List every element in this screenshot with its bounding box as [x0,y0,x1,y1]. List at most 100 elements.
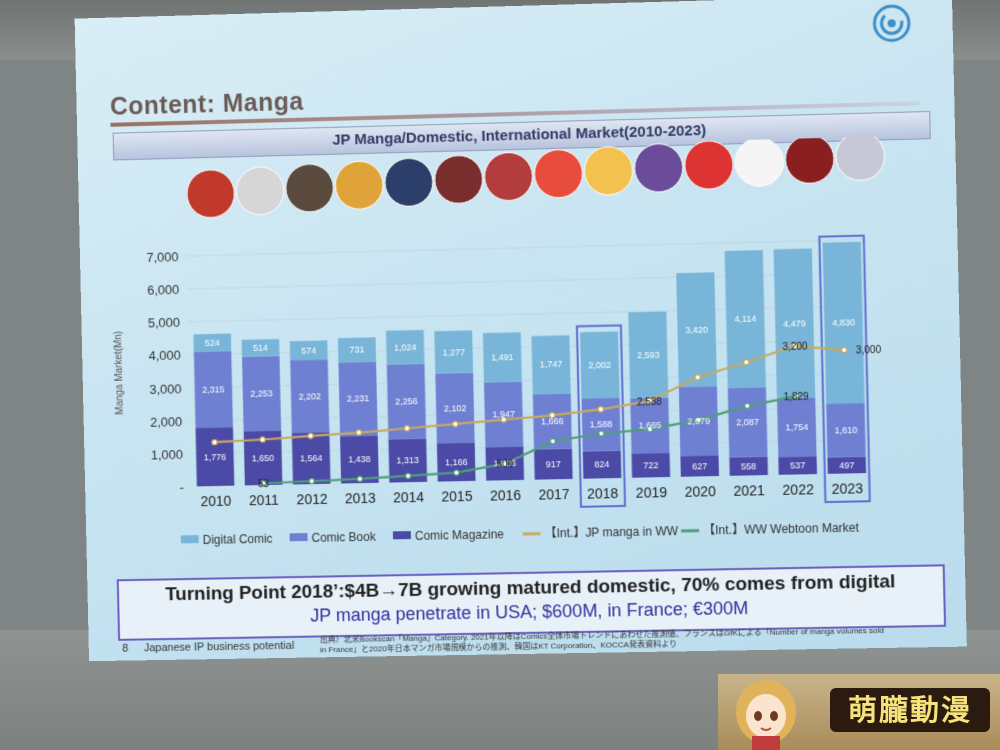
manga-cover-thumbnail [484,152,533,201]
bar-value-label: 731 [349,345,364,355]
gridline [187,273,867,289]
x-tick-label: 2021 [733,482,765,499]
bar-value-label: 824 [594,459,609,469]
bar-value-label: 2,253 [250,388,273,398]
y-tick-label: 4,000 [148,348,180,364]
legend-swatch [290,533,308,541]
legend-label: 【Int.】WW Webtoon Market [703,520,860,537]
bar-value-label: 1,666 [541,416,564,427]
bar-value-label: 2,256 [395,396,418,406]
line-point [745,403,750,408]
line-point-label: 3,000 [856,345,882,357]
legend-swatch [393,531,411,539]
line-point-label: 500 [496,459,513,470]
line-point [356,430,361,435]
x-tick-label: 2022 [782,481,814,498]
x-tick-label: 2023 [831,480,863,497]
y-tick-label: 1,000 [151,447,183,463]
anime-mascot-icon [726,678,806,750]
bar-value-label: 1,776 [204,452,226,462]
y-tick-label: 6,000 [147,282,179,298]
line-point-label: 53 [258,479,270,490]
line-point [212,440,217,445]
bar-value-label: 2,202 [298,391,321,401]
x-tick-label: 2018 [587,485,619,502]
bar-value-label: 1,564 [300,453,323,463]
bar-value-label: 1,747 [540,359,563,370]
line-point [841,347,846,352]
bar-value-label: 2,002 [588,360,611,371]
manga-cover-thumbnail [835,136,885,181]
x-tick-label: 2010 [200,493,231,510]
bar-value-label: 4,830 [832,317,855,328]
x-tick-label: 2012 [296,491,327,508]
x-tick-label: 2013 [345,490,377,507]
x-tick-label: 2016 [490,487,522,504]
manga-market-chart: 1,7762,3155241,6502,2535141,5642,2025741… [99,186,926,564]
bar-value-label: 2,079 [687,416,710,427]
bar-value-label: 627 [692,461,707,471]
bar-value-label: 722 [643,460,658,470]
bar-value-label: 3,420 [685,324,708,335]
x-tick-label: 2015 [441,488,473,505]
manga-cover-thumbnail [785,136,835,184]
bar-value-label: 2,593 [637,350,660,361]
bar-value-label: 2,315 [202,384,224,394]
line-point [405,473,410,478]
legend-label: Comic Magazine [415,527,505,543]
legend-label: Comic Book [311,530,376,545]
line-point [599,431,604,436]
x-tick-label: 2020 [684,483,716,500]
line-point [454,470,459,475]
x-tick-label: 2011 [249,492,279,509]
line-point [550,439,555,444]
y-axis-label: Manga Market(Mn) [113,331,126,415]
manga-cover-thumbnail [584,146,633,195]
bar-value-label: 1,313 [396,455,419,465]
y-tick-label: - [179,480,184,495]
bar-value-label: 574 [301,345,316,355]
line-point-label: 1,829 [783,392,809,404]
x-tick-label: 2019 [636,484,668,501]
bar-value-label: 1,024 [394,342,417,353]
footer-label: Japanese IP business potential [144,640,295,654]
manga-cover-thumbnail [684,140,733,189]
legend-label: Digital Comic [203,532,273,547]
line-point-label: 3,200 [782,342,808,354]
x-tick-label: 2017 [538,486,570,503]
bar-value-label: 514 [253,343,268,353]
y-tick-label: 5,000 [148,315,180,331]
bar-value-label: 4,114 [734,314,756,325]
bar-value-label: 1,438 [348,454,371,464]
manga-cover-thumbnail [534,149,583,198]
bar-value-label: 1,610 [834,425,857,436]
bar-value-label: 917 [546,459,561,469]
manga-cover-thumbnail [735,137,785,186]
legend-swatch [181,535,199,543]
swirl-logo-icon [871,3,912,44]
watermark-badge: 萌朧動漫 [718,674,1000,750]
line-point [453,421,458,426]
watermark-text: 萌朧動漫 [830,688,990,732]
line-point [598,407,603,412]
bar-value-label: 497 [839,460,854,470]
manga-cover-thumbnail [634,143,683,192]
bar-value-label: 1,650 [252,453,275,463]
line-point [308,433,313,438]
line-point [309,479,314,484]
x-tick-label: 2014 [393,489,425,506]
bar-value-label: 1,754 [785,422,808,433]
y-tick-label: 2,000 [150,414,182,430]
bar-value-label: 1,166 [445,457,468,467]
projected-slide: Content: Manga JP Manga/Domestic, Intern… [75,0,967,661]
y-tick-label: 3,000 [149,381,181,397]
line-point [695,375,700,380]
bar-value-label: 1,491 [491,352,514,363]
line-point-label: 2,538 [637,397,663,409]
bar-value-label: 1,665 [639,420,662,431]
y-tick-label: 7,000 [146,249,178,265]
line-point [357,476,362,481]
slide-title: Content: Manga [110,88,304,122]
line-point [404,426,409,431]
bar-value-label: 2,087 [736,417,759,428]
